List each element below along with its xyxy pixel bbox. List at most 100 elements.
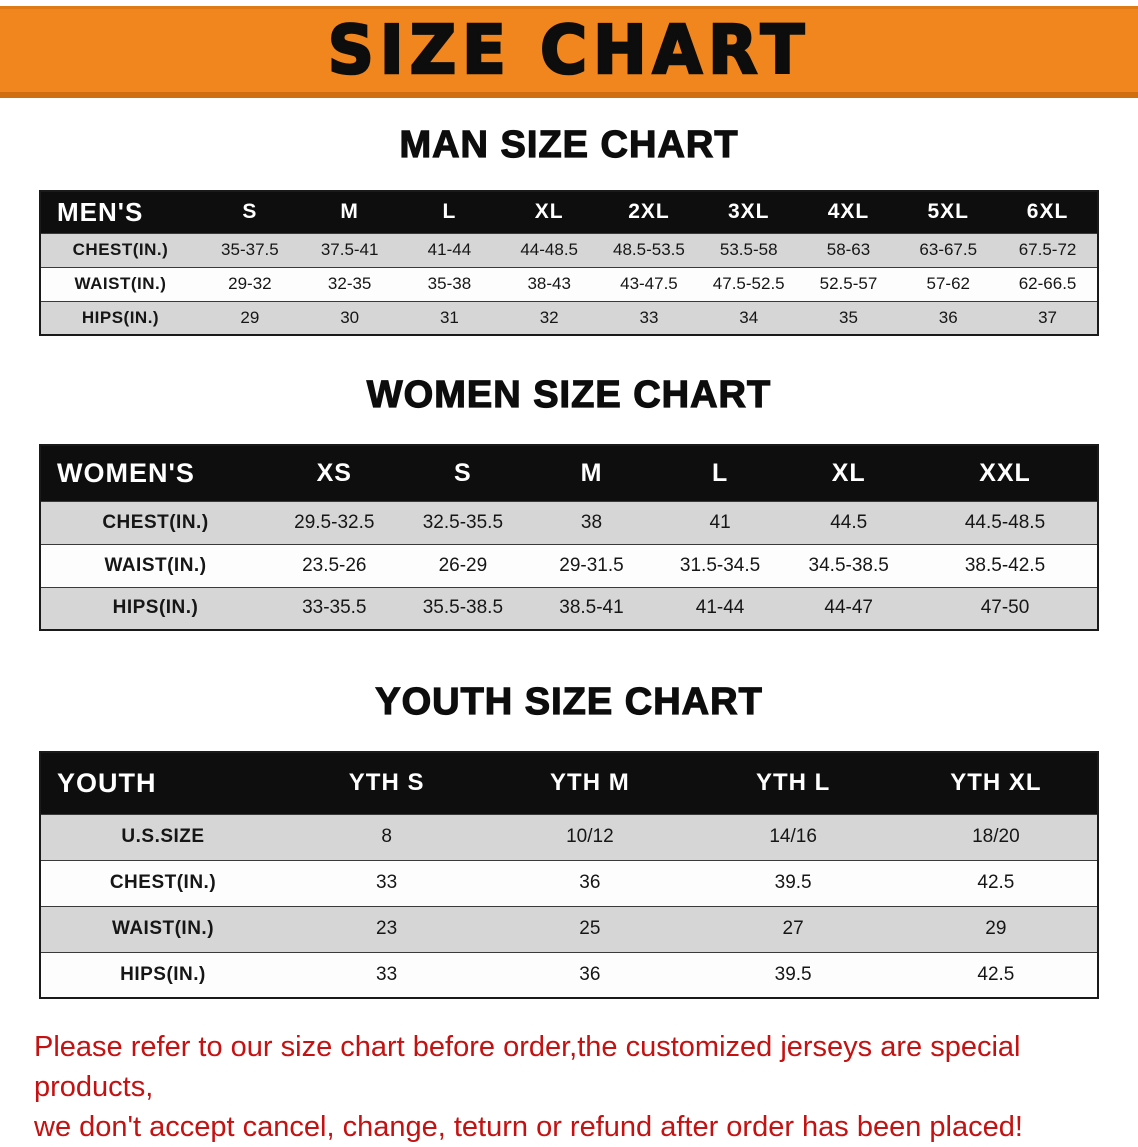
size-column-header: S	[200, 191, 300, 233]
size-value: 30	[299, 300, 400, 335]
size-value: 39.5	[691, 859, 895, 906]
row-label: WAIST(IN.)	[40, 266, 200, 301]
size-value: 44.5-48.5	[913, 500, 1098, 544]
size-value: 36	[488, 951, 692, 998]
youth-size-section: YOUTH SIZE CHART YOUTH YTH S YTH M YTH L YTH…	[0, 679, 1138, 999]
size-column-header: 3XL	[698, 191, 799, 233]
size-value: 23	[285, 905, 489, 952]
men-section-heading: MAN SIZE CHART	[399, 123, 739, 166]
page-title: SIZE CHART	[327, 10, 811, 90]
table-title-cell: YOUTH	[40, 752, 285, 814]
table-header-row: WOMEN'S XS S M L XL XXL	[40, 445, 1098, 501]
size-value: 34	[698, 300, 799, 335]
size-value: 36	[488, 859, 692, 906]
size-value: 37.5-41	[299, 232, 400, 267]
size-value: 47-50	[913, 586, 1098, 630]
size-value: 41	[655, 500, 785, 544]
women-size-section: WOMEN SIZE CHART WOMEN'S XS S M L XL XXL CHEST(…	[0, 372, 1138, 631]
size-value: 25	[488, 905, 692, 952]
row-label: CHEST(IN.)	[40, 859, 285, 906]
size-value: 34.5-38.5	[784, 543, 913, 587]
youth-size-table: YOUTH YTH S YTH M YTH L YTH XL U.S.SIZE 8 10/12…	[39, 751, 1099, 999]
size-value: 8	[285, 813, 489, 860]
size-value: 10/12	[488, 813, 692, 860]
size-column-header: YTH L	[691, 752, 895, 814]
table-row: WAIST(IN.) 23 25 27 29	[40, 905, 1098, 952]
table-header-row: YOUTH YTH S YTH M YTH L YTH XL	[40, 752, 1098, 814]
table-row: HIPS(IN.) 29 30 31 32 33 34 35 36 37	[40, 300, 1098, 335]
size-value: 26-29	[398, 543, 528, 587]
size-column-header: YTH S	[285, 752, 489, 814]
size-value: 52.5-57	[798, 266, 899, 301]
size-value: 67.5-72	[998, 232, 1098, 267]
size-column-header: 5XL	[898, 191, 999, 233]
size-value: 63-67.5	[898, 232, 999, 267]
size-column-header: 6XL	[998, 191, 1098, 233]
size-column-header: YTH M	[488, 752, 692, 814]
size-value: 29	[894, 905, 1098, 952]
row-label: WAIST(IN.)	[40, 905, 285, 952]
size-column-header: XS	[270, 445, 399, 501]
size-column-header: M	[527, 445, 656, 501]
row-label: CHEST(IN.)	[40, 500, 270, 544]
women-section-heading: WOMEN SIZE CHART	[366, 373, 772, 416]
table-row: WAIST(IN.) 23.5-26 26-29 29-31.5 31.5-34.5 34…	[40, 543, 1098, 587]
size-value: 48.5-53.5	[599, 232, 699, 267]
size-value: 31	[399, 300, 500, 335]
size-value: 42.5	[894, 951, 1098, 998]
table-row: HIPS(IN.) 33-35.5 35.5-38.5 38.5-41 41-44 44-…	[40, 586, 1098, 630]
size-value: 44.5	[784, 500, 913, 544]
row-label: WAIST(IN.)	[40, 543, 270, 587]
row-label: HIPS(IN.)	[40, 300, 200, 335]
size-value: 44-48.5	[499, 232, 600, 267]
size-value: 62-66.5	[998, 266, 1098, 301]
size-column-header: XL	[499, 191, 600, 233]
size-value: 35-37.5	[200, 232, 300, 267]
size-column-header: XL	[784, 445, 913, 501]
row-label: U.S.SIZE	[40, 813, 285, 860]
size-value: 33-35.5	[270, 586, 399, 630]
size-value: 33	[285, 859, 489, 906]
size-column-header: YTH XL	[894, 752, 1098, 814]
size-column-header: 2XL	[599, 191, 699, 233]
size-value: 42.5	[894, 859, 1098, 906]
size-value: 38.5-42.5	[913, 543, 1098, 587]
size-value: 37	[998, 300, 1098, 335]
women-size-table: WOMEN'S XS S M L XL XXL CHEST(IN.) 29.5-32.5 32.5…	[39, 444, 1099, 631]
size-value: 36	[898, 300, 999, 335]
size-value: 47.5-52.5	[698, 266, 799, 301]
table-row: CHEST(IN.) 29.5-32.5 32.5-35.5 38 41 44.5 44.5…	[40, 500, 1098, 544]
table-row: HIPS(IN.) 33 36 39.5 42.5	[40, 951, 1098, 998]
size-value: 38	[527, 500, 656, 544]
note-line-2: we don't accept cancel, change, teturn o…	[34, 1111, 1023, 1143]
title-banner: SIZE CHART	[0, 6, 1138, 98]
size-value: 43-47.5	[599, 266, 699, 301]
table-row: CHEST(IN.) 35-37.5 37.5-41 41-44 44-48.5 48.5…	[40, 232, 1098, 267]
men-size-table: MEN'S S M L XL 2XL 3XL 4XL 5XL 6XL CHEST(IN.) 35-37…	[39, 190, 1099, 336]
size-value: 29-31.5	[527, 543, 656, 587]
table-row: CHEST(IN.) 33 36 39.5 42.5	[40, 859, 1098, 906]
size-value: 58-63	[798, 232, 899, 267]
size-value: 27	[691, 905, 895, 952]
youth-section-heading: YOUTH SIZE CHART	[375, 680, 763, 723]
size-value: 29.5-32.5	[270, 500, 399, 544]
size-value: 38.5-41	[527, 586, 656, 630]
size-value: 53.5-58	[698, 232, 799, 267]
size-value: 23.5-26	[270, 543, 399, 587]
size-column-header: XXL	[913, 445, 1098, 501]
size-value: 35.5-38.5	[398, 586, 528, 630]
row-label: HIPS(IN.)	[40, 586, 270, 630]
footer-note: Please refer to our size chart before or…	[0, 1027, 1138, 1147]
table-header-row: MEN'S S M L XL 2XL 3XL 4XL 5XL 6XL	[40, 191, 1098, 233]
row-label: CHEST(IN.)	[40, 232, 200, 267]
size-value: 35	[798, 300, 899, 335]
table-row: U.S.SIZE 8 10/12 14/16 18/20	[40, 813, 1098, 860]
size-value: 32	[499, 300, 600, 335]
size-value: 18/20	[894, 813, 1098, 860]
size-value: 35-38	[399, 266, 500, 301]
size-value: 33	[599, 300, 699, 335]
size-value: 31.5-34.5	[655, 543, 785, 587]
size-chart-page: SIZE CHART MAN SIZE CHART MEN'S S M L XL 2XL 3…	[0, 6, 1138, 1147]
size-value: 57-62	[898, 266, 999, 301]
size-column-header: 4XL	[798, 191, 899, 233]
